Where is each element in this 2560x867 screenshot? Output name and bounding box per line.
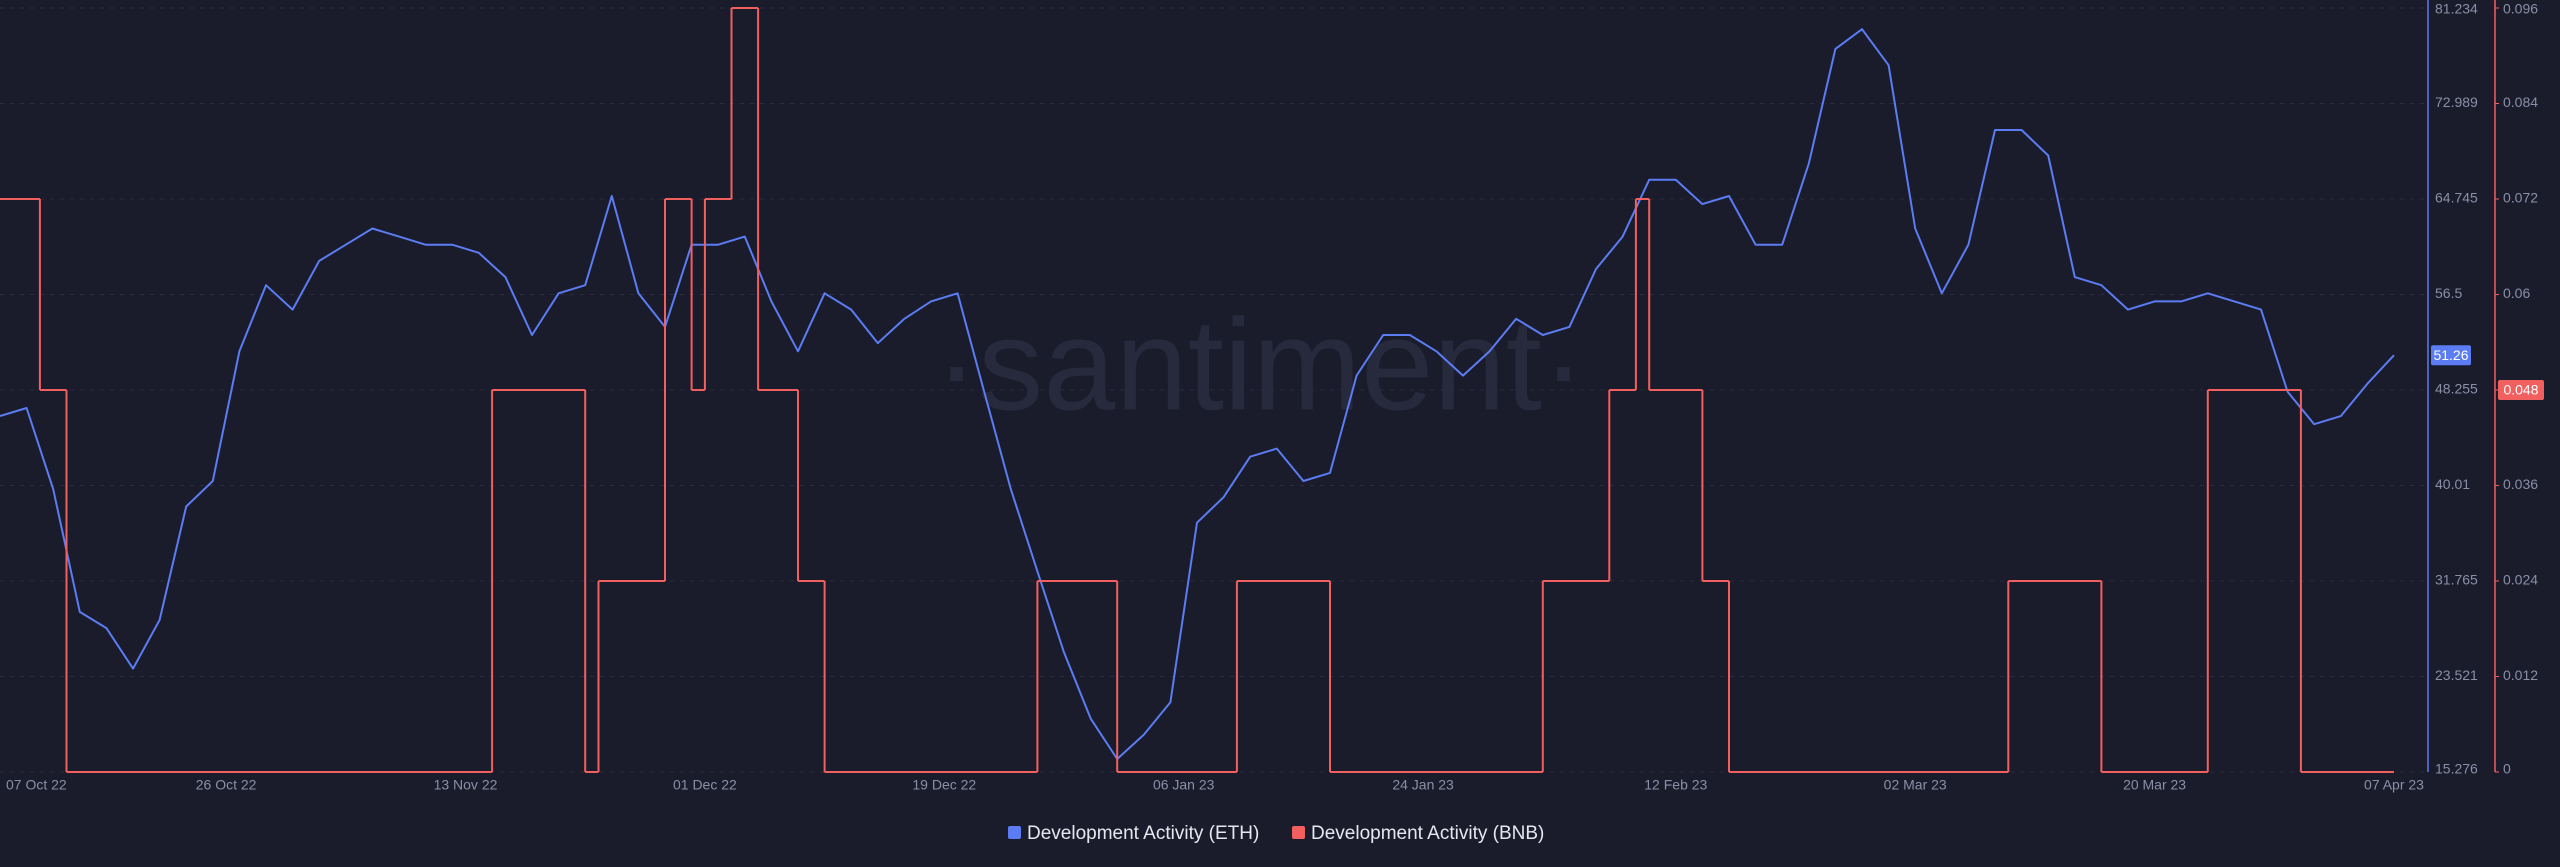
legend-swatch xyxy=(1292,826,1305,839)
y-tick-label: 72.989 xyxy=(2435,94,2478,110)
legend-swatch xyxy=(1008,826,1021,839)
y-tick-label: 81.234 xyxy=(2435,1,2478,17)
y-tick-label: 64.745 xyxy=(2435,190,2478,206)
x-tick-label: 19 Dec 22 xyxy=(912,777,976,793)
y2-tick-label: 0.072 xyxy=(2503,190,2538,206)
value-tag xyxy=(2498,380,2544,400)
y-tick-label: 23.521 xyxy=(2435,667,2478,683)
y2-tick-label: 0 xyxy=(2503,761,2511,777)
y-tick-label: 40.01 xyxy=(2435,476,2470,492)
x-tick-label: 26 Oct 22 xyxy=(196,777,257,793)
y-tick-label: 31.765 xyxy=(2435,572,2478,588)
y2-tick-label: 0.036 xyxy=(2503,476,2538,492)
y2-tick-label: 0.06 xyxy=(2503,285,2530,301)
x-tick-label: 07 Oct 22 xyxy=(6,777,67,793)
y-tick-label: 15.276 xyxy=(2435,761,2478,777)
x-tick-label: 20 Mar 23 xyxy=(2123,777,2186,793)
y2-tick-label: 0.084 xyxy=(2503,94,2538,110)
x-tick-label: 01 Dec 22 xyxy=(673,777,737,793)
y-tick-label: 56.5 xyxy=(2435,285,2462,301)
x-tick-label: 13 Nov 22 xyxy=(434,777,498,793)
x-tick-label: 12 Feb 23 xyxy=(1644,777,1707,793)
legend-label: Development Activity (BNB) xyxy=(1311,823,1544,844)
y-tick-label: 48.255 xyxy=(2435,381,2478,397)
line xyxy=(0,28,2395,760)
watermark: ·santiment· xyxy=(935,291,1585,437)
x-tick-label: 07 Apr 23 xyxy=(2364,777,2424,793)
legend-label: Development Activity (ETH) xyxy=(1027,823,1259,844)
x-tick-label: 06 Jan 23 xyxy=(1153,777,1215,793)
x-tick-label: 02 Mar 23 xyxy=(1884,777,1947,793)
value-tag-label: 0.048 xyxy=(2503,382,2538,398)
value-tag-label: 51.26 xyxy=(2433,347,2468,363)
y2-tick-label: 0.012 xyxy=(2503,667,2538,683)
value-tag xyxy=(2431,345,2471,366)
y2-tick-label: 0.024 xyxy=(2503,572,2538,588)
x-tick-label: 24 Jan 23 xyxy=(1392,777,1454,793)
y2-tick-label: 0.096 xyxy=(2503,1,2538,17)
